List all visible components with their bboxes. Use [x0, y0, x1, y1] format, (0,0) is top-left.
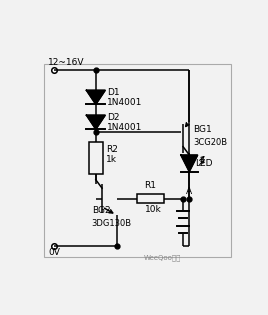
Text: 10k: 10k — [145, 205, 161, 214]
Text: D2: D2 — [107, 112, 120, 122]
Text: BG2: BG2 — [92, 206, 110, 215]
Text: 12~16V: 12~16V — [48, 58, 84, 67]
Text: LED: LED — [196, 159, 213, 168]
Text: R1: R1 — [145, 181, 157, 190]
Text: 3DG130B: 3DG130B — [92, 219, 132, 227]
Text: R2: R2 — [106, 145, 118, 154]
Text: WeeQoo维库: WeeQoo维库 — [144, 255, 181, 261]
Text: 1N4001: 1N4001 — [107, 98, 143, 107]
Bar — [137, 194, 164, 203]
Polygon shape — [87, 90, 105, 104]
Text: 1N4001: 1N4001 — [107, 123, 143, 132]
Text: 1k: 1k — [106, 155, 117, 164]
Polygon shape — [181, 155, 198, 172]
Text: BG1: BG1 — [193, 125, 212, 134]
Polygon shape — [87, 115, 105, 129]
Text: 3CG20B: 3CG20B — [193, 138, 228, 146]
Text: A: A — [186, 187, 192, 196]
Text: D1: D1 — [107, 88, 120, 97]
Text: 0V: 0V — [48, 249, 60, 257]
Bar — [89, 142, 103, 174]
